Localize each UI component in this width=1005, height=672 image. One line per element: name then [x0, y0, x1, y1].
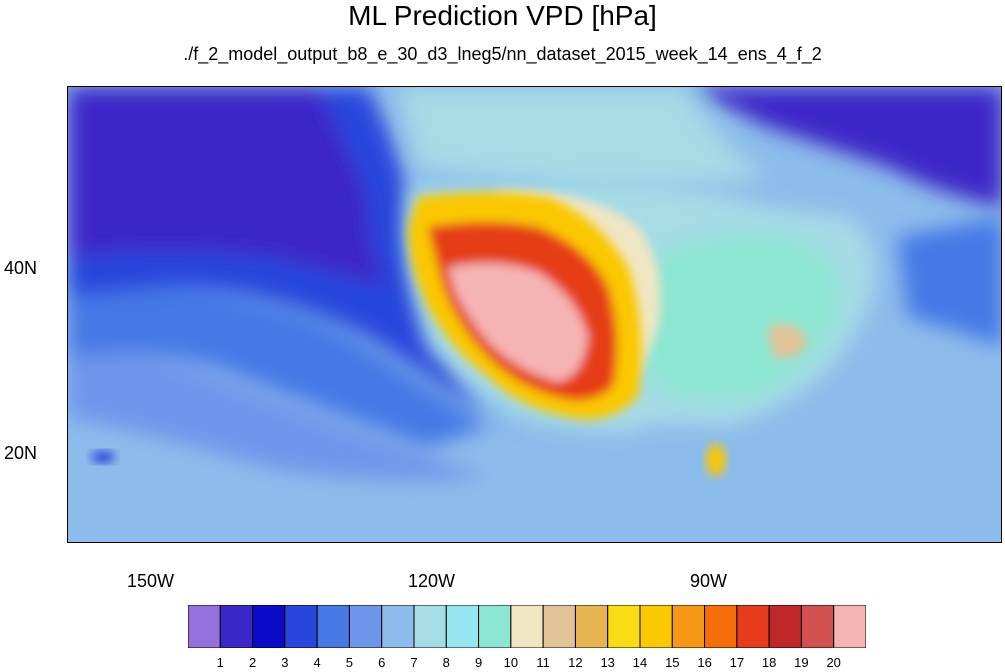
colorbar-swatch-20 [833, 605, 866, 648]
east-us-zone [640, 234, 840, 400]
colorbar-label-7: 7 [410, 655, 418, 670]
colorbar-swatch-7 [413, 605, 447, 648]
colorbar-label-6: 6 [378, 655, 386, 670]
colorbar-label-16: 16 [697, 655, 712, 670]
colorbar-label-8: 8 [442, 655, 450, 670]
sw-pink-zone [448, 263, 588, 382]
vpd-map [68, 87, 1001, 542]
x-tick-label-120w: 120W [408, 571, 456, 591]
colorbar-swatch-17 [736, 605, 770, 648]
colorbar-swatch-4 [316, 605, 350, 648]
colorbar-label-10: 10 [503, 655, 519, 670]
colorbar-label-14: 14 [632, 655, 648, 670]
colorbar-label-15: 15 [665, 655, 680, 670]
colorbar-swatch-12 [574, 605, 609, 648]
colorbar-swatch-9 [478, 605, 512, 648]
colorbar-label-13: 13 [600, 655, 615, 670]
colorbar-swatch-15 [671, 605, 706, 648]
x-tick-label-90w: 90W [690, 571, 728, 591]
colorbar-swatch-13 [607, 605, 641, 648]
colorbar-swatch-1 [219, 605, 254, 648]
colorbar-swatch-5 [348, 605, 383, 648]
canada-north-band [688, 87, 1001, 207]
southeast-tan-zone [768, 324, 808, 358]
atlantic-band [898, 217, 1001, 347]
map-plot-area [67, 86, 1002, 543]
x-tick-label-150w: 150W [127, 571, 175, 591]
colorbar-label-4: 4 [313, 655, 321, 670]
colorbar-swatch-3 [284, 605, 318, 648]
canada-light-band [398, 87, 768, 187]
y-tick-label-20n: 20N [4, 443, 38, 463]
colorbar-label-11: 11 [536, 655, 550, 670]
subtropical-pacific-band [68, 354, 488, 481]
chart-title: ML Prediction VPD [hPa] [348, 0, 657, 31]
hawaii-dark-spot [91, 451, 115, 463]
colorbar [188, 605, 866, 648]
colorbar-label-18: 18 [761, 655, 777, 670]
colorbar-label-1: 1 [216, 655, 224, 670]
colorbar-label-12: 12 [568, 655, 583, 670]
colorbar-label-3: 3 [281, 655, 289, 670]
chart-subtitle: ./f_2_model_output_b8_e_30_d3_lneg5/nn_d… [183, 44, 822, 64]
colorbar-swatch-16 [704, 605, 738, 648]
colorbar-label-20: 20 [826, 655, 841, 670]
colorbar-swatch-0 [188, 605, 221, 648]
colorbar-swatch-2 [252, 605, 286, 648]
colorbar-swatch-11 [542, 605, 576, 648]
north-pacific-mid-band [68, 287, 488, 447]
colorbar-swatch-18 [768, 605, 802, 648]
caribbean-hot-spot [706, 444, 726, 476]
colorbar-swatch-6 [381, 605, 415, 648]
colorbar-swatch-14 [639, 605, 673, 648]
y-tick-label-40n: 40N [4, 258, 38, 278]
north-pacific-darker-band [68, 87, 388, 287]
colorbar-label-5: 5 [345, 655, 353, 670]
colorbar-label-17: 17 [729, 655, 745, 670]
colorbar-label-19: 19 [794, 655, 809, 670]
colorbar-swatch-8 [445, 605, 480, 648]
colorbar-swatch-10 [510, 605, 544, 648]
colorbar-swatch-19 [800, 605, 835, 648]
colorbar-label-9: 9 [474, 655, 483, 670]
colorbar-label-2: 2 [248, 655, 257, 670]
